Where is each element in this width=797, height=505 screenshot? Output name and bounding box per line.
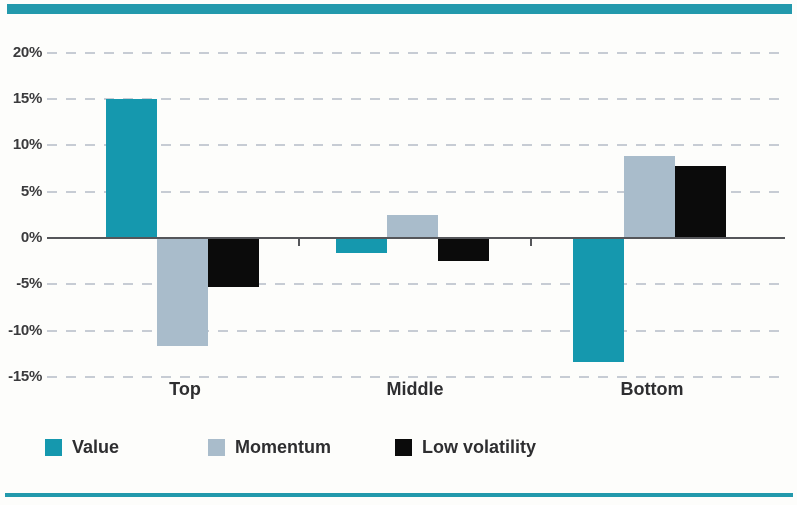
x-axis	[47, 237, 785, 239]
legend-swatch-momentum	[208, 438, 225, 456]
y-axis-label: -10%	[8, 322, 42, 339]
x-axis-tick	[298, 239, 300, 246]
legend-item-low-volatility: Low volatility	[395, 437, 536, 457]
chart-legend: Value Momentum Low volatility	[0, 437, 797, 459]
bar-momentum-bottom	[624, 156, 675, 238]
legend-label: Value	[72, 436, 120, 457]
bar-low-volatility-top	[208, 238, 259, 287]
bar-value-top	[106, 99, 157, 238]
bar-low-volatility-bottom	[675, 166, 726, 238]
y-axis-label: 5%	[20, 183, 42, 200]
legend-label: Low volatility	[422, 436, 537, 457]
category-label-middle: Middle	[386, 379, 444, 399]
bar-value-bottom	[573, 238, 624, 362]
gridline	[47, 191, 785, 193]
bottom-accent-line	[5, 493, 793, 497]
y-axis-label: -5%	[16, 275, 42, 292]
category-label-bottom: Bottom	[620, 379, 684, 399]
gridline	[47, 330, 785, 332]
bar-momentum-top	[157, 238, 208, 346]
y-axis-label: 20%	[12, 44, 42, 61]
x-axis-tick	[530, 239, 532, 246]
legend-item-value: Value	[45, 437, 119, 457]
bar-value-middle	[336, 238, 387, 253]
y-axis-label: 15%	[12, 90, 42, 107]
gridline	[47, 98, 785, 100]
legend-swatch-low-volatility	[395, 438, 412, 456]
legend-item-momentum: Momentum	[208, 437, 331, 457]
bar-low-volatility-middle	[438, 238, 489, 261]
y-axis-label: 10%	[12, 136, 42, 153]
gridline	[47, 376, 785, 378]
legend-label: Momentum	[235, 436, 331, 457]
y-axis-label: -15%	[8, 368, 42, 385]
gridline	[47, 283, 785, 285]
top-accent-bar	[7, 4, 792, 14]
y-axis-label: 0%	[20, 229, 42, 246]
category-label-top: Top	[169, 379, 201, 399]
legend-swatch-value	[45, 438, 62, 456]
gridline	[47, 52, 785, 54]
bar-momentum-middle	[387, 215, 438, 238]
gridline	[47, 144, 785, 146]
